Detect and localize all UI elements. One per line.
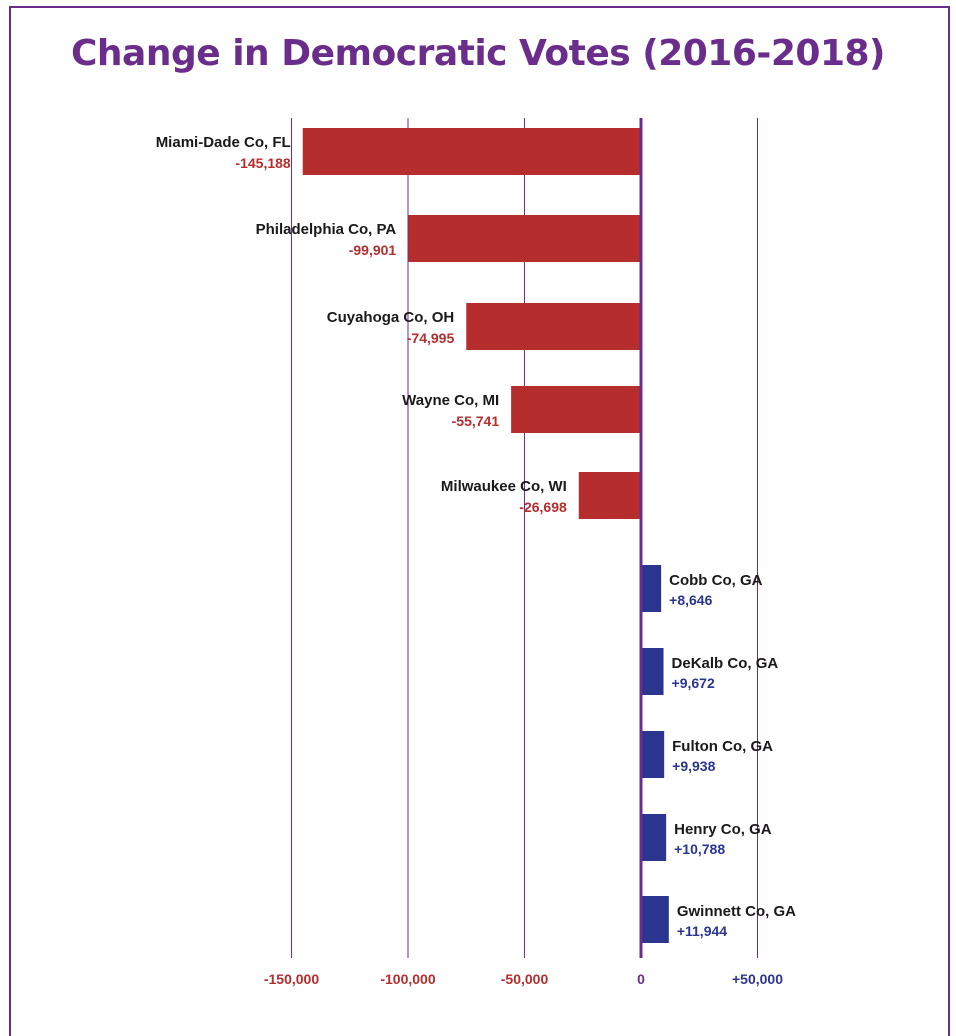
data-label: +8,646 bbox=[669, 592, 712, 608]
bar bbox=[641, 814, 667, 861]
category-label: Cobb Co, GA bbox=[669, 572, 762, 589]
bar bbox=[641, 896, 669, 943]
x-tick-label: -100,000 bbox=[380, 971, 435, 987]
bar bbox=[641, 731, 665, 778]
category-label: Philadelphia Co, PA bbox=[256, 221, 397, 238]
data-label: +9,938 bbox=[672, 758, 715, 774]
data-label: +10,788 bbox=[674, 841, 725, 857]
x-tick-label: +50,000 bbox=[732, 971, 783, 987]
x-tick-label: -50,000 bbox=[501, 971, 549, 987]
category-label: Cuyahoga Co, OH bbox=[327, 309, 455, 326]
data-label: +11,944 bbox=[677, 923, 727, 939]
bar bbox=[408, 215, 641, 262]
bar bbox=[641, 565, 662, 612]
category-label: Henry Co, GA bbox=[674, 821, 772, 838]
category-label: Gwinnett Co, GA bbox=[677, 903, 796, 920]
category-label: DeKalb Co, GA bbox=[672, 655, 779, 672]
chart-title: Change in Democratic Votes (2016-2018) bbox=[71, 33, 886, 74]
data-label: -145,188 bbox=[235, 155, 290, 171]
data-label: -26,698 bbox=[519, 499, 567, 515]
data-label: +9,672 bbox=[672, 675, 715, 691]
chart-frame bbox=[9, 6, 950, 1036]
data-label: -55,741 bbox=[452, 413, 500, 429]
bar bbox=[302, 128, 641, 175]
x-tick-label: 0 bbox=[637, 971, 645, 987]
category-label: Milwaukee Co, WI bbox=[441, 478, 567, 495]
data-label: -99,901 bbox=[349, 242, 397, 258]
category-label: Fulton Co, GA bbox=[672, 738, 773, 755]
data-label: -74,995 bbox=[407, 330, 455, 346]
bar bbox=[641, 648, 664, 695]
x-tick-label: -150,000 bbox=[264, 971, 319, 987]
category-label: Wayne Co, MI bbox=[402, 392, 499, 409]
bar bbox=[511, 386, 641, 433]
category-label: Miami-Dade Co, FL bbox=[156, 134, 291, 151]
bar bbox=[578, 472, 641, 519]
bar bbox=[466, 303, 641, 350]
